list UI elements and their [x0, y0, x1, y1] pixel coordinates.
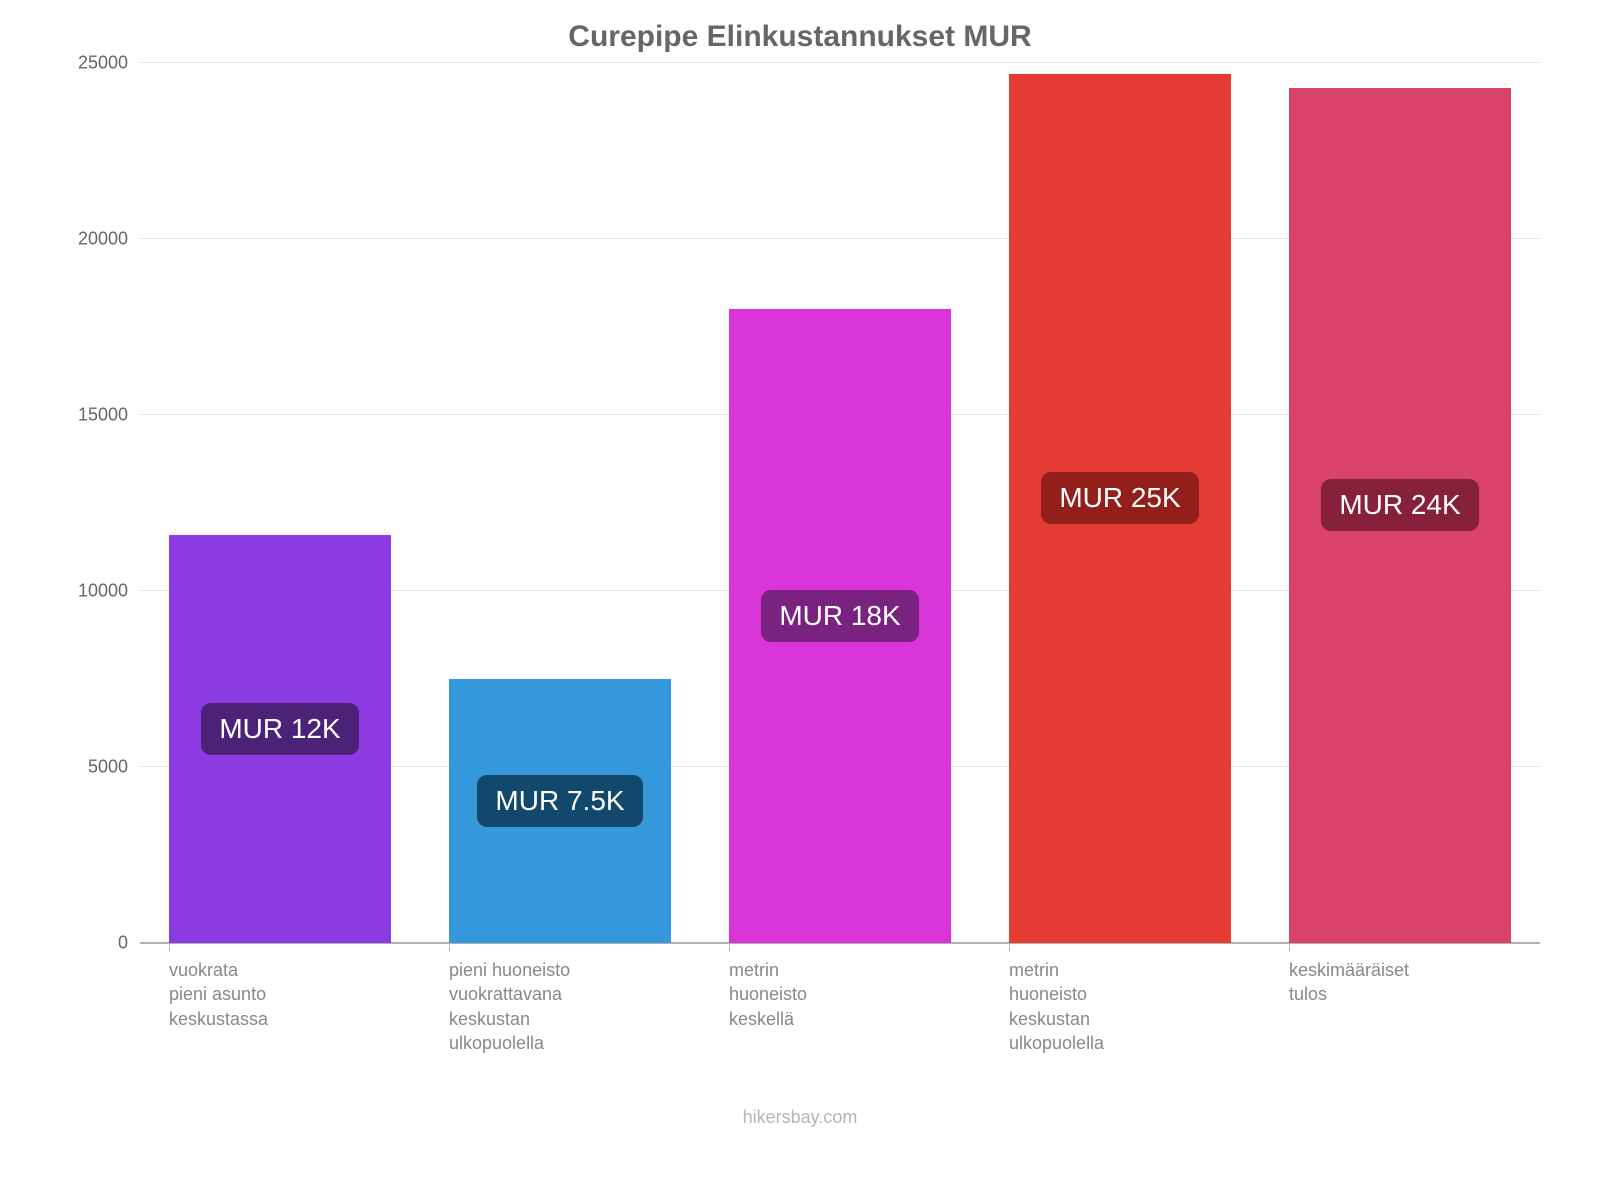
bar-column: MUR 25K	[980, 64, 1260, 943]
x-axis-label-line: metrin	[729, 958, 779, 982]
x-axis-tick	[169, 943, 170, 951]
gridline	[140, 62, 1540, 63]
x-label-column: pieni huoneistovuokrattavanakeskustanulk…	[420, 958, 700, 1055]
y-axis-tick: 0	[118, 933, 128, 954]
x-axis-labels: vuokratapieni asuntokeskustassa pieni huo…	[140, 944, 1540, 1055]
x-axis-label-line: huoneisto	[1009, 982, 1087, 1006]
x-axis-tick	[449, 943, 450, 951]
x-axis-label-line: keskustan	[449, 1007, 530, 1031]
y-axis-tick: 20000	[78, 229, 128, 250]
bar-column: MUR 18K	[700, 64, 980, 943]
x-axis-label-line: vuokrattavana	[449, 982, 562, 1006]
x-axis-label: vuokratapieni asuntokeskustassa	[169, 958, 268, 1055]
chart-title: Curepipe Elinkustannukset MUR	[60, 20, 1540, 54]
x-axis-tick	[729, 943, 730, 951]
x-axis-label-line: keskustassa	[169, 1007, 268, 1031]
bar-column: MUR 12K	[140, 64, 420, 943]
plot-area: MUR 12KMUR 7.5KMUR 18KMUR 25KMUR 24K 050…	[140, 64, 1540, 944]
y-axis-tick: 15000	[78, 405, 128, 426]
bar-value-label: MUR 18K	[761, 590, 918, 642]
bar-column: MUR 7.5K	[420, 64, 700, 943]
x-axis-label: metrinhuoneistokeskellä	[729, 958, 807, 1055]
attribution-text: hikersbay.com	[60, 1107, 1540, 1128]
bar: MUR 25K	[1009, 74, 1231, 943]
y-axis-tick: 5000	[88, 757, 128, 778]
x-axis-label-line: keskellä	[729, 1007, 794, 1031]
x-axis-label: keskimääräisettulos	[1289, 958, 1409, 1055]
x-label-column: metrinhuoneistokeskustanulkopuolella	[980, 958, 1260, 1055]
bar-value-label: MUR 24K	[1321, 479, 1478, 531]
x-axis-label-line: huoneisto	[729, 982, 807, 1006]
bar: MUR 12K	[169, 535, 391, 943]
bar: MUR 24K	[1289, 88, 1511, 943]
bar-value-label: MUR 12K	[201, 703, 358, 755]
chart-container: Curepipe Elinkustannukset MUR MUR 12KMUR…	[60, 20, 1540, 1120]
bar-value-label: MUR 7.5K	[477, 775, 642, 827]
x-label-column: metrinhuoneistokeskellä	[700, 958, 980, 1055]
x-axis-label-line: ulkopuolella	[449, 1031, 544, 1055]
x-label-column: vuokratapieni asuntokeskustassa	[140, 958, 420, 1055]
x-label-column: keskimääräisettulos	[1260, 958, 1540, 1055]
bar-value-label: MUR 25K	[1041, 472, 1198, 524]
x-axis-tick	[1289, 943, 1290, 951]
bar: MUR 7.5K	[449, 679, 671, 943]
x-axis-label-line: pieni asunto	[169, 982, 266, 1006]
x-axis-label-line: ulkopuolella	[1009, 1031, 1104, 1055]
x-axis-label-line: keskimääräiset	[1289, 958, 1409, 982]
x-axis-label-line: metrin	[1009, 958, 1059, 982]
y-axis-tick: 25000	[78, 53, 128, 74]
x-axis-label: pieni huoneistovuokrattavanakeskustanulk…	[449, 958, 570, 1055]
x-axis-label: metrinhuoneistokeskustanulkopuolella	[1009, 958, 1104, 1055]
bars-group: MUR 12K MUR 7.5K MUR 18K MUR 25K MUR 24K	[140, 64, 1540, 943]
bar-column: MUR 24K	[1260, 64, 1540, 943]
y-axis-tick: 10000	[78, 581, 128, 602]
x-axis-label-line: tulos	[1289, 982, 1327, 1006]
x-axis-label-line: vuokrata	[169, 958, 238, 982]
x-axis-label-line: keskustan	[1009, 1007, 1090, 1031]
x-axis-label-line: pieni huoneisto	[449, 958, 570, 982]
x-axis-tick	[1009, 943, 1010, 951]
bar: MUR 18K	[729, 309, 951, 943]
